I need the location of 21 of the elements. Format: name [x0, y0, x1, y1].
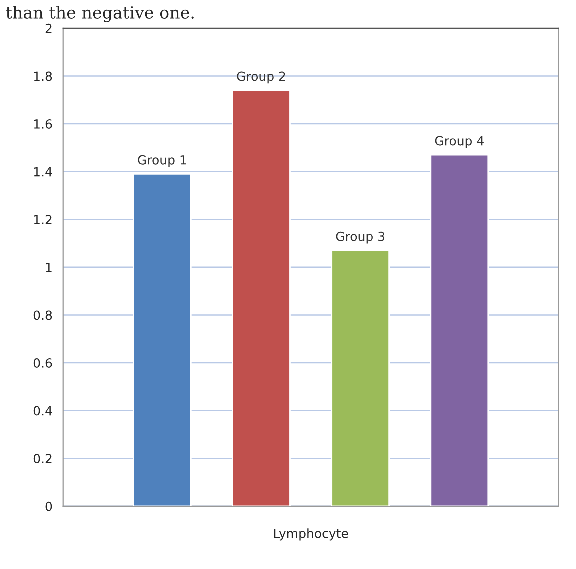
- y-tick-label: 0.2: [34, 454, 52, 464]
- bar: [331, 250, 390, 506]
- bar: [232, 90, 291, 506]
- y-tick-label: 1: [46, 263, 52, 272]
- y-tick-label: 1.2: [34, 215, 52, 224]
- text: than the negative one.: [6, 6, 194, 22]
- y-tick-label: 0.6: [34, 358, 52, 368]
- y-tick-label: 2: [46, 24, 52, 34]
- x-tick-label: Lymphocyte: [274, 528, 348, 541]
- y-tick-label: 0: [46, 502, 52, 512]
- y-tick-label: 1.8: [34, 72, 52, 82]
- bar: [430, 154, 490, 506]
- y-tick-label: 0.4: [34, 406, 52, 416]
- y-tick-label: 1.4: [34, 167, 52, 177]
- series-label: Group 3: [336, 232, 385, 244]
- series-label: Group 2: [237, 72, 286, 84]
- series-label: Group 4: [435, 136, 484, 148]
- y-tick-label: 0.8: [34, 310, 52, 320]
- bar: [133, 174, 192, 506]
- series-label: Group 1: [138, 155, 186, 168]
- y-tick-label: 1.6: [34, 120, 52, 129]
